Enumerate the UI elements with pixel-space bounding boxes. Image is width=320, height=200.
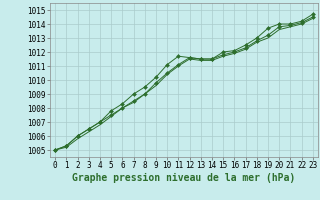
X-axis label: Graphe pression niveau de la mer (hPa): Graphe pression niveau de la mer (hPa) (72, 173, 296, 183)
